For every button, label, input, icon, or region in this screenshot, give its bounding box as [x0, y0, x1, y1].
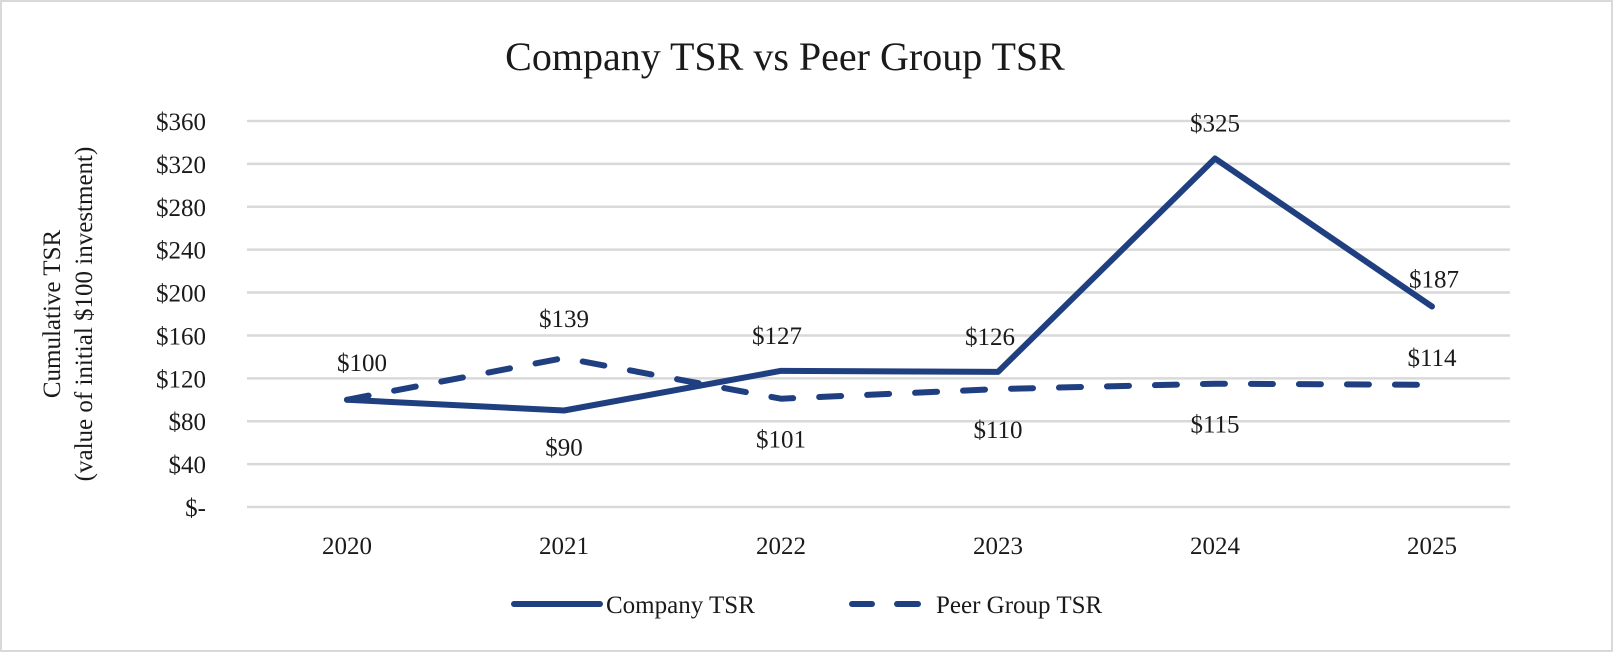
company-data-label: $126 [965, 324, 1015, 351]
x-tick-label: 2025 [1407, 533, 1457, 560]
peer-data-label: $110 [973, 417, 1022, 444]
x-tick-label: 2022 [756, 533, 806, 560]
y-tick-label: $160 [156, 323, 206, 350]
y-tick-label: $120 [156, 366, 206, 393]
company-data-label: $127 [752, 323, 802, 350]
legend-item-company-tsr[interactable]: Company TSR [514, 592, 755, 619]
chart-title: Company TSR vs Peer Group TSR [505, 34, 1065, 79]
x-tick-label: 2020 [322, 533, 372, 560]
company-data-label: $100 [337, 350, 387, 377]
series-lines [347, 159, 1432, 411]
peer-data-label: $101 [756, 427, 806, 454]
gridlines [247, 121, 1510, 507]
y-tick-label: $80 [169, 409, 207, 436]
company-data-label: $325 [1190, 111, 1240, 138]
x-tick-label: 2021 [539, 533, 589, 560]
y-axis-title-line-1: Cumulative TSR [39, 230, 66, 399]
legend: Company TSR Peer Group TSR [514, 592, 1103, 619]
y-tick-label: $200 [156, 281, 206, 308]
peer-data-label: $139 [539, 306, 589, 333]
legend-item-peer-group-tsr[interactable]: Peer Group TSR [852, 592, 1103, 619]
y-tick-label: $360 [156, 109, 206, 136]
x-axis-tick-labels: 2020 2021 2022 2023 2024 2025 [322, 533, 1457, 560]
y-tick-label: $240 [156, 238, 206, 265]
y-tick-label: $280 [156, 195, 206, 222]
y-axis-title: Cumulative TSR (value of initial $100 in… [39, 147, 98, 482]
company-data-label: $187 [1409, 266, 1459, 293]
y-tick-label: $320 [156, 152, 206, 179]
y-axis-tick-labels: $- $40 $80 $120 $160 $200 $240 $280 $320 $360 [156, 109, 206, 522]
legend-label-company-tsr: Company TSR [606, 592, 755, 619]
y-tick-label: $40 [169, 452, 207, 479]
x-tick-label: 2023 [973, 533, 1023, 560]
y-tick-label: $- [185, 495, 206, 522]
company-data-label: $90 [545, 435, 583, 462]
company-tsr-line [347, 159, 1432, 411]
y-axis-title-line-2: (value of initial $100 investment) [71, 147, 98, 482]
x-tick-label: 2024 [1190, 533, 1241, 560]
peer-data-label: $115 [1190, 412, 1239, 439]
legend-label-peer-group-tsr: Peer Group TSR [936, 592, 1103, 619]
peer-data-label: $114 [1407, 345, 1457, 372]
